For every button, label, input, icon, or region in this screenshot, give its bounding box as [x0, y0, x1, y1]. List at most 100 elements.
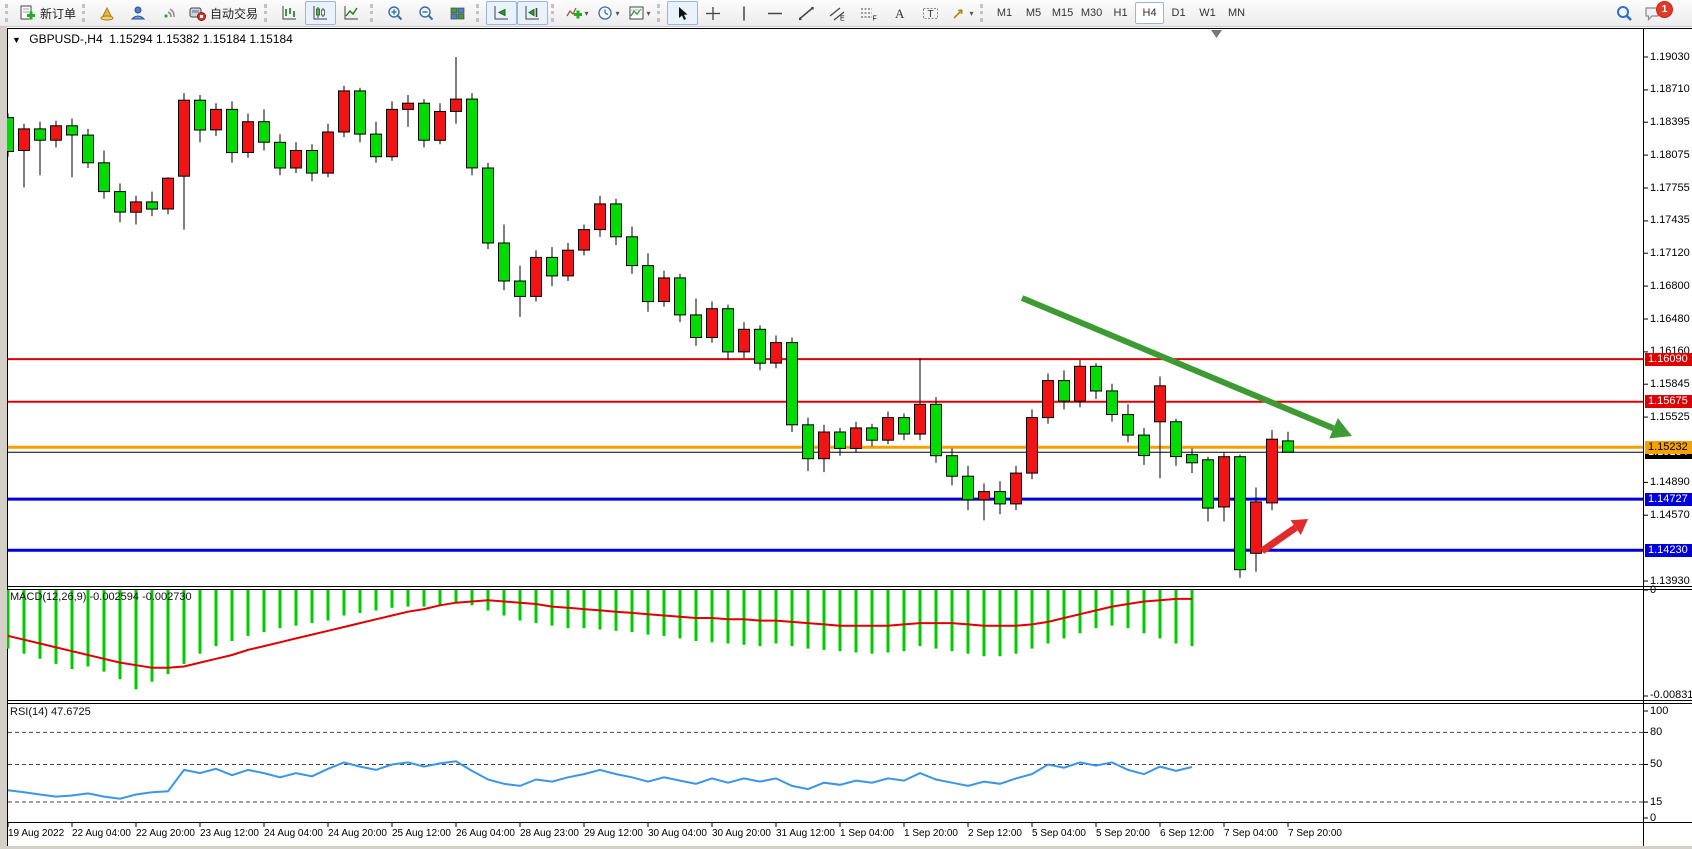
price-axis-tick: 1.17755 — [1650, 181, 1690, 194]
timeframe-mn-button[interactable]: MN — [1227, 7, 1246, 19]
chart-shift-marker-icon[interactable] — [1211, 30, 1222, 38]
time-axis-label: 31 Aug 12:00 — [776, 828, 835, 839]
toolbar-group-grip[interactable] — [657, 4, 664, 22]
toolbar-group-grip[interactable] — [551, 4, 558, 22]
search-button[interactable] — [1609, 1, 1640, 25]
macd-signal-line — [7, 597, 1192, 669]
price-axis-tick: 1.17120 — [1650, 246, 1690, 259]
toolbar-group-grip[interactable] — [82, 4, 89, 22]
price-axis-tick: 1.16480 — [1650, 312, 1690, 325]
time-axis-label: 24 Aug 20:00 — [328, 828, 387, 839]
zoom-out-icon — [419, 5, 434, 20]
auto-trading-button-label: 自动交易 — [210, 6, 259, 21]
toolbar-group-grip[interactable] — [370, 4, 377, 22]
price-axis-tick: 1.13930 — [1650, 574, 1690, 587]
market-watch-button[interactable] — [92, 1, 123, 25]
periods-dropdown[interactable]: ▾ — [592, 1, 623, 25]
auto-trading-button[interactable]: 自动交易 — [185, 1, 261, 25]
zoom-out-button[interactable] — [411, 1, 442, 25]
chart-bars-icon — [282, 5, 297, 19]
price-badge-1.14230: 1.14230 — [1645, 543, 1692, 557]
auto-scroll-button[interactable] — [486, 1, 518, 25]
macd-scale-zero: 0 — [1650, 584, 1657, 596]
tile-windows-button[interactable] — [442, 1, 473, 25]
macd-pane-splitter[interactable] — [7, 586, 1692, 590]
text-a-icon: A — [895, 6, 905, 21]
chevron-down-icon: ▾ — [615, 8, 620, 18]
price-axis-tick: 1.14890 — [1650, 475, 1690, 488]
vline-icon — [743, 6, 745, 20]
rsi-label: RSI(14) 47.6725 — [10, 706, 91, 718]
time-axis-label: 22 Aug 04:00 — [72, 828, 131, 839]
bar-chart-button[interactable] — [274, 1, 305, 25]
trendline-tool-button[interactable] — [791, 1, 822, 25]
horizontal-line-tool-button[interactable] — [760, 1, 791, 25]
timeframe-m1-button[interactable]: M1 — [996, 7, 1013, 19]
timeframe-m15-button[interactable]: M15 — [1051, 7, 1074, 19]
pane-frame — [7, 28, 1692, 847]
templates-dropdown[interactable]: ▾ — [623, 1, 654, 25]
svg-text:A: A — [895, 6, 905, 21]
vertical-line-tool-button[interactable] — [729, 1, 760, 25]
chart-plot-area[interactable] — [0, 27, 1692, 849]
chart-ohlc-values: 1.15294 1.15382 1.15184 1.15184 — [109, 32, 293, 46]
timeframe-w1-button[interactable]: W1 — [1199, 7, 1216, 19]
toolbar-group-grip[interactable] — [5, 4, 12, 22]
time-axis-label: 28 Aug 23:00 — [520, 828, 579, 839]
text-tool-button[interactable]: A — [884, 1, 915, 25]
chart-shift-button[interactable] — [517, 1, 549, 25]
fibo-icon: F — [861, 8, 877, 22]
line-chart-button[interactable] — [336, 1, 367, 25]
toolbar-group-grip[interactable] — [980, 4, 987, 22]
price-badge-1.14727: 1.14727 — [1645, 492, 1692, 506]
timeframe-m5-button[interactable]: M5 — [1025, 7, 1042, 19]
navigator-button[interactable] — [123, 1, 154, 25]
macd-label: MACD(12,26,9) -0.002594 -0.002730 — [10, 591, 192, 603]
shapes-icon — [952, 8, 963, 19]
toolbar-group-grip[interactable] — [476, 4, 483, 22]
time-axis-label: 30 Aug 04:00 — [648, 828, 707, 839]
timeframe-d1-button[interactable]: D1 — [1171, 7, 1186, 19]
price-badge-1.15675: 1.15675 — [1645, 395, 1692, 409]
time-axis-label: 26 Aug 04:00 — [456, 828, 515, 839]
zoom-in-button[interactable] — [380, 1, 411, 25]
price-axis-tick: 1.17435 — [1650, 214, 1690, 227]
time-axis-label: 2 Sep 12:00 — [968, 828, 1022, 839]
indicators-dropdown[interactable]: ▾ — [561, 1, 592, 25]
hline-icon — [768, 12, 783, 14]
macd-histogram — [6, 590, 1194, 690]
window-left-edge — [0, 27, 7, 849]
chevron-down-icon: ▾ — [646, 8, 651, 18]
fibonacci-tool-button[interactable]: F — [853, 1, 884, 25]
notifications-button[interactable]: 1 — [1640, 0, 1682, 25]
arrows-tool-dropdown[interactable]: ▾ — [946, 1, 977, 25]
price-axis-tick: 1.19030 — [1650, 50, 1690, 63]
toolbar-group-grip[interactable] — [264, 4, 271, 22]
timeframe-m30-button[interactable]: M30 — [1080, 7, 1103, 19]
text-label-tool-button[interactable]: T — [915, 1, 946, 25]
channel-icon: E — [829, 7, 845, 22]
bounce-arrow[interactable] — [1260, 519, 1308, 554]
chevron-down-icon: ▾ — [584, 8, 589, 18]
price-axis-tick: 1.15845 — [1650, 377, 1690, 390]
time-axis-label: 5 Sep 04:00 — [1032, 828, 1086, 839]
time-axis-label: 1 Sep 04:00 — [840, 828, 894, 839]
crosshair-tool-button[interactable] — [698, 1, 729, 25]
macd-scale-min: -0.008317 — [1650, 689, 1692, 701]
cursor-tool-button[interactable] — [667, 1, 699, 25]
new-order-button[interactable]: 新订单 — [15, 1, 79, 25]
templates-icon — [629, 6, 644, 19]
timeframe-h4-button[interactable]: H4 — [1135, 2, 1165, 24]
periods-icon — [597, 5, 612, 20]
rsi-scale-tick: 100 — [1650, 704, 1669, 717]
price-badge-1.15232: 1.15232 — [1645, 440, 1692, 454]
rsi-pane-splitter[interactable] — [7, 700, 1692, 704]
market-watch-icon — [100, 6, 114, 20]
rsi-line — [7, 760, 1193, 800]
downtrend-arrow[interactable] — [1020, 295, 1352, 439]
equidistant-channel-tool-button[interactable]: E — [822, 1, 853, 25]
candlestick-chart-button[interactable] — [305, 1, 337, 25]
timeframe-h1-button[interactable]: H1 — [1113, 7, 1128, 19]
signals-button[interactable] — [154, 1, 185, 25]
one-click-trading-toggle-icon[interactable]: ▼ — [12, 35, 21, 45]
